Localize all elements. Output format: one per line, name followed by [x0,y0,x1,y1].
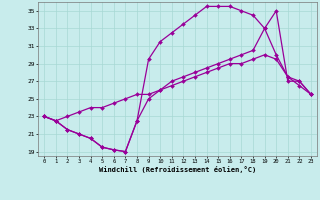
X-axis label: Windchill (Refroidissement éolien,°C): Windchill (Refroidissement éolien,°C) [99,166,256,173]
